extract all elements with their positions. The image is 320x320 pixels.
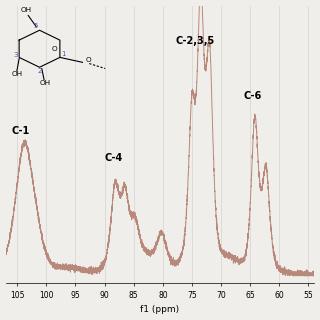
Text: C-4: C-4 [104, 153, 123, 163]
X-axis label: f1 (ppm): f1 (ppm) [140, 306, 180, 315]
Text: C-6: C-6 [244, 91, 262, 100]
Text: C-1: C-1 [12, 126, 30, 136]
Text: C-2,3,5: C-2,3,5 [175, 36, 214, 45]
